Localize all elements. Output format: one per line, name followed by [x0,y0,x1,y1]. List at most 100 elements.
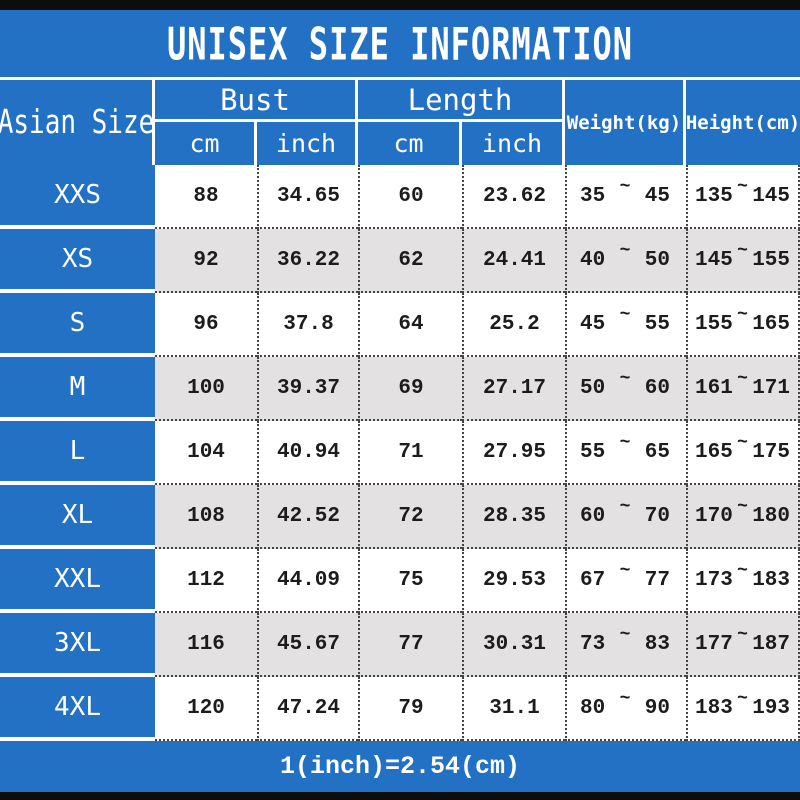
length-inch-value: 25.2 [462,293,565,357]
size-label: XS [0,229,155,293]
height-max-value: 183 [752,568,790,592]
height-max-value: 175 [752,440,790,464]
height-max-value: 171 [752,376,790,400]
height-min-value: 177 [695,632,733,656]
height-range: 177 ~ 187 [686,613,800,677]
weight-range: 40 ~ 50 [565,229,686,293]
height-range: 161 ~ 171 [686,357,800,421]
table-row: L 104 40.94 71 27.95 55 ~ 65 165 ~ 175 [0,421,800,485]
bust-cm-value: 108 [155,485,257,549]
length-inch-value: 29.53 [462,549,565,613]
header-length-subrow: cm inch [358,122,565,165]
tilde-separator: ~ [619,561,631,581]
size-label: XXL [0,549,155,613]
tilde-separator: ~ [619,625,631,645]
weight-min-value: 73 [580,632,606,656]
weight-range: 80 ~ 90 [565,677,686,741]
length-cm-value: 64 [358,293,462,357]
tilde-separator: ~ [619,369,631,389]
header-group-bust: Bust cm inch [155,80,358,165]
size-label: 4XL [0,677,155,741]
bust-inch-value: 44.09 [257,549,358,613]
height-max-value: 180 [752,504,790,528]
header-bust-label: Bust [155,80,358,122]
height-min-value: 173 [695,568,733,592]
header-weight: Weight(kg) [565,80,686,165]
bust-inch-value: 34.65 [257,165,358,229]
length-cm-value: 60 [358,165,462,229]
table-header: Asian Size Bust cm inch Length cm inch W… [0,80,800,165]
tilde-separator: ~ [619,433,631,453]
weight-max-value: 65 [644,440,670,464]
length-cm-value: 75 [358,549,462,613]
length-inch-value: 23.62 [462,165,565,229]
height-range: 170 ~ 180 [686,485,800,549]
bust-inch-value: 37.8 [257,293,358,357]
table-row: XS 92 36.22 62 24.41 40 ~ 50 145 ~ 155 [0,229,800,293]
weight-min-value: 67 [580,568,606,592]
height-range: 183 ~ 193 [686,677,800,741]
height-min-value: 145 [695,248,733,272]
conversion-note: 1(inch)=2.54(cm) [279,752,521,781]
header-asian-size: Asian Size [0,80,155,165]
header-bust-cm: cm [155,122,257,165]
weight-range: 60 ~ 70 [565,485,686,549]
weight-max-value: 45 [644,184,670,208]
tilde-separator: ~ [737,625,748,645]
weight-min-value: 80 [580,696,606,720]
length-cm-value: 62 [358,229,462,293]
weight-max-value: 70 [644,504,670,528]
size-label: M [0,357,155,421]
header-length-inch: inch [462,122,565,165]
bust-inch-value: 40.94 [257,421,358,485]
height-range: 165 ~ 175 [686,421,800,485]
bust-inch-value: 36.22 [257,229,358,293]
header-group-length: Length cm inch [358,80,565,165]
weight-min-value: 60 [580,504,606,528]
tilde-separator: ~ [619,689,631,709]
header-bust-inch: inch [257,122,358,165]
tilde-separator: ~ [737,689,748,709]
length-inch-value: 27.95 [462,421,565,485]
title-band: UNISEX SIZE INFORMATION [0,10,800,77]
table-row: XXS 88 34.65 60 23.62 35 ~ 45 135 ~ 145 [0,165,800,229]
length-cm-value: 69 [358,357,462,421]
weight-range: 35 ~ 45 [565,165,686,229]
table-row: XL 108 42.52 72 28.35 60 ~ 70 170 ~ 180 [0,485,800,549]
header-length-label: Length [358,80,565,122]
bust-cm-value: 116 [155,613,257,677]
bust-inch-value: 45.67 [257,613,358,677]
height-min-value: 165 [695,440,733,464]
bust-inch-value: 42.52 [257,485,358,549]
size-label: 3XL [0,613,155,677]
tilde-separator: ~ [619,305,631,325]
table-row: S 96 37.8 64 25.2 45 ~ 55 155 ~ 165 [0,293,800,357]
table-row: 3XL 116 45.67 77 30.31 73 ~ 83 177 ~ 187 [0,613,800,677]
weight-range: 45 ~ 55 [565,293,686,357]
length-cm-value: 71 [358,421,462,485]
length-inch-value: 28.35 [462,485,565,549]
height-max-value: 145 [752,184,790,208]
height-min-value: 155 [695,312,733,336]
length-cm-value: 72 [358,485,462,549]
tilde-separator: ~ [619,241,631,261]
size-label: XXS [0,165,155,229]
tilde-separator: ~ [737,497,748,517]
weight-range: 67 ~ 77 [565,549,686,613]
page-title: UNISEX SIZE INFORMATION [166,16,634,71]
tilde-separator: ~ [619,497,631,517]
bottom-border-bar [0,792,800,800]
weight-min-value: 55 [580,440,606,464]
header-bust-subrow: cm inch [155,122,358,165]
bust-cm-value: 104 [155,421,257,485]
height-min-value: 183 [695,696,733,720]
tilde-separator: ~ [737,241,748,261]
weight-max-value: 60 [644,376,670,400]
bust-cm-value: 100 [155,357,257,421]
tilde-separator: ~ [619,177,631,197]
weight-range: 50 ~ 60 [565,357,686,421]
weight-range: 73 ~ 83 [565,613,686,677]
length-inch-value: 27.17 [462,357,565,421]
weight-max-value: 83 [644,632,670,656]
